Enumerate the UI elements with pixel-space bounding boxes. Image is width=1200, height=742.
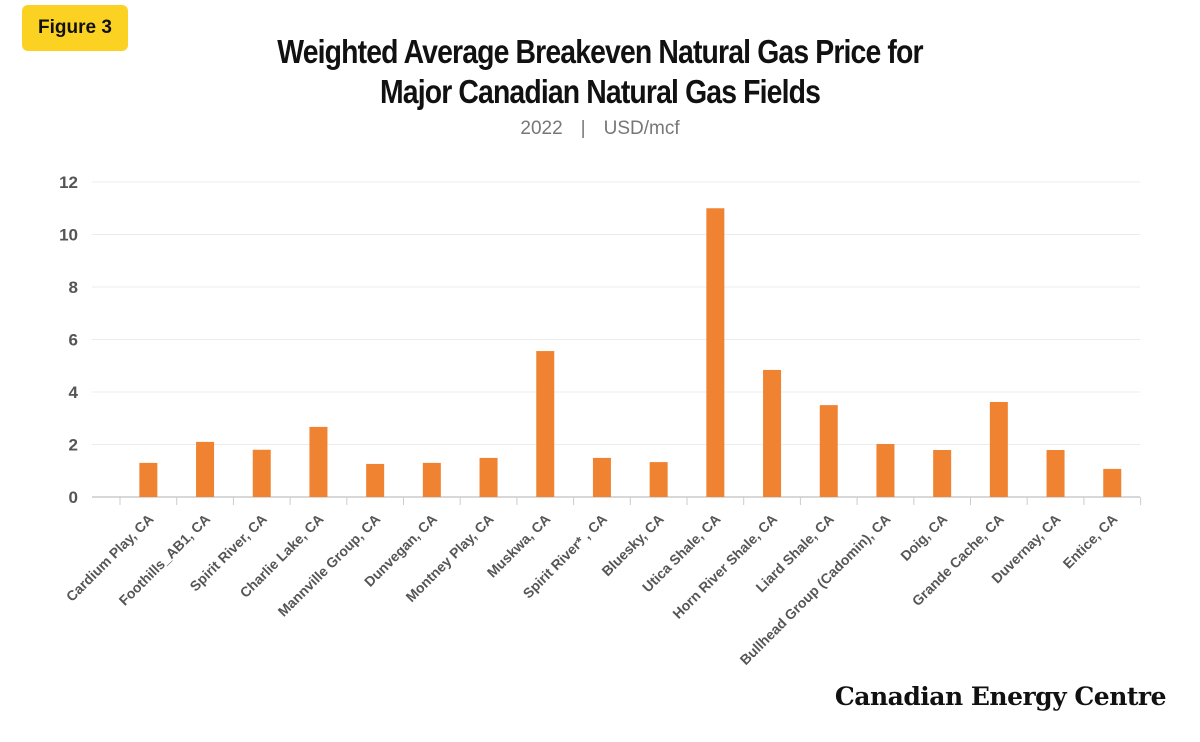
bar	[1103, 468, 1122, 497]
bar	[876, 443, 895, 497]
y-tick-label: 0	[69, 488, 78, 507]
bar	[706, 208, 725, 497]
bar	[592, 457, 611, 497]
figure-badge: Figure 3	[22, 5, 128, 51]
subtitle-year: 2022	[520, 118, 563, 139]
bar	[933, 450, 952, 497]
bar	[309, 426, 328, 497]
bar	[139, 462, 158, 497]
subtitle-separator: |	[580, 118, 586, 139]
y-tick-label: 6	[69, 331, 78, 350]
x-tick-label: Mannville Group, CA	[275, 511, 384, 620]
bar	[536, 351, 555, 497]
bar	[763, 369, 782, 497]
bar	[989, 401, 1008, 497]
bar	[819, 405, 838, 497]
bar	[479, 457, 498, 497]
bar	[649, 462, 668, 497]
subtitle-unit: USD/mcf	[603, 118, 680, 139]
y-tick-label: 12	[59, 173, 78, 192]
bar	[196, 441, 215, 497]
bar	[252, 449, 271, 497]
bar	[422, 462, 441, 497]
y-tick-label: 2	[69, 436, 78, 455]
x-tick-label: Horn River Shale, CA	[669, 511, 780, 622]
y-tick-label: 4	[69, 383, 79, 402]
bar	[366, 463, 385, 497]
bar	[1046, 450, 1065, 497]
title-line-2: Major Canadian Natural Gas Fields	[379, 73, 821, 110]
chart-subtitle: 2022 | USD/mcf	[0, 118, 1200, 140]
canadian-energy-centre-logo: Canadian Energy Centre	[834, 682, 1167, 711]
y-tick-label: 10	[59, 226, 78, 245]
x-tick-label: Entice, CA	[1060, 511, 1121, 572]
title-line-1: Weighted Average Breakeven Natural Gas P…	[277, 33, 923, 70]
chart-title: Weighted Average Breakeven Natural Gas P…	[256, 32, 944, 112]
x-tick-label: Doig, CA	[897, 511, 950, 564]
y-tick-label: 8	[69, 278, 78, 297]
